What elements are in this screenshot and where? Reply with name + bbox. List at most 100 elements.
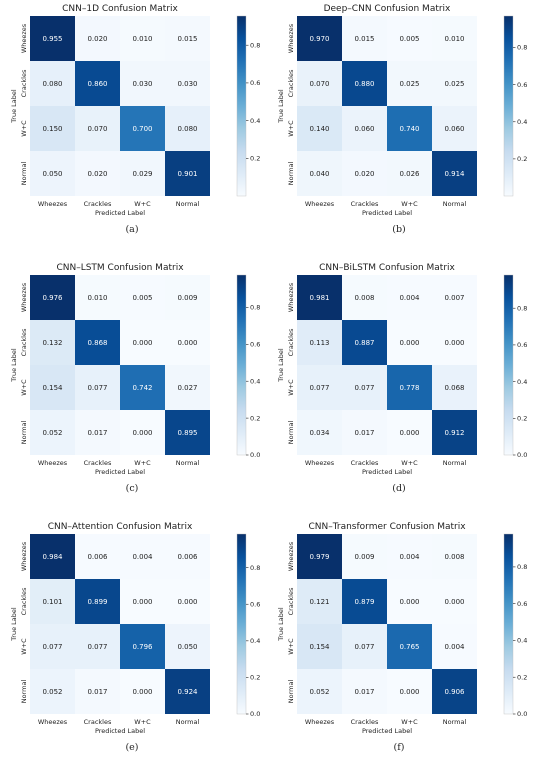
colorbar-tick-label: 0.4 (517, 637, 527, 645)
heatmap-cell (30, 61, 75, 106)
y-axis-label: True Label (277, 607, 285, 642)
heatmap-cell (30, 579, 75, 624)
colorbar-tick-label: 0.2 (517, 155, 527, 163)
cell-value-label: 0.017 (87, 429, 107, 437)
cell-value-label: 0.077 (309, 384, 329, 392)
cell-value-label: 0.017 (87, 688, 107, 696)
heatmap-cell (342, 534, 387, 579)
cell-value-label: 0.778 (399, 384, 419, 392)
colorbar-tick-label: 0.4 (517, 118, 527, 126)
heatmap-cell (120, 151, 165, 196)
x-tick-label: Wheezes (38, 718, 68, 726)
cell-value-label: 0.015 (177, 35, 197, 43)
heatmap-cell (297, 151, 342, 196)
x-tick-label: W+C (401, 459, 418, 467)
heatmap-cell (30, 106, 75, 151)
x-tick-label: Wheezes (305, 200, 335, 208)
heatmap-cell (165, 61, 210, 106)
confusion-matrix-panel: CNN–Attention Confusion Matrix 0.984 0.006… (10, 522, 260, 753)
heatmap-cell (387, 61, 432, 106)
cell-value-label: 0.009 (354, 553, 374, 561)
cell-value-label: 0.025 (399, 80, 419, 88)
cell-value-label: 0.742 (132, 384, 152, 392)
cell-value-label: 0.015 (354, 35, 374, 43)
x-axis-label: Predicted Label (95, 468, 145, 476)
colorbar-tick-label: 0.0 (250, 451, 260, 459)
cell-value-label: 0.924 (177, 688, 198, 696)
cell-value-label: 0.010 (87, 294, 107, 302)
heatmap-cell (387, 275, 432, 320)
heatmap-cell (75, 106, 120, 151)
heatmap-cell (432, 410, 477, 455)
cell-value-label: 0.765 (399, 643, 419, 651)
cell-value-label: 0.050 (177, 643, 197, 651)
panel-caption: (a) (125, 224, 138, 235)
cell-value-label: 0.010 (132, 35, 152, 43)
colorbar-tick-label: 0.2 (250, 155, 260, 163)
cell-value-label: 0.077 (354, 384, 374, 392)
heatmap-cell (165, 365, 210, 410)
y-tick-label: Normal (20, 421, 28, 445)
heatmap-cell (342, 106, 387, 151)
heatmap-cell (432, 365, 477, 410)
y-tick-label: W+C (287, 638, 295, 655)
heatmap-cell (432, 320, 477, 365)
heatmap-cell (297, 624, 342, 669)
y-tick-label: W+C (287, 120, 295, 137)
y-tick-label: Normal (287, 162, 295, 186)
cell-value-label: 0.009 (177, 294, 197, 302)
heatmap-cell (165, 106, 210, 151)
heatmap-cell (120, 410, 165, 455)
heatmap-cell (297, 534, 342, 579)
panel-caption: (e) (125, 742, 138, 753)
heatmap-cell (342, 365, 387, 410)
cell-value-label: 0.000 (132, 688, 152, 696)
y-axis-label: True Label (10, 348, 18, 383)
x-tick-label: Normal (176, 459, 200, 467)
cell-value-label: 0.080 (42, 80, 62, 88)
heatmap-cell (30, 410, 75, 455)
heatmap-cell (342, 16, 387, 61)
colorbar-tick-label: 0.8 (517, 44, 527, 52)
heatmap-cell (387, 669, 432, 714)
y-axis-label: True Label (277, 89, 285, 124)
colorbar (503, 274, 514, 456)
y-axis-label: True Label (10, 89, 18, 124)
x-tick-label: W+C (134, 718, 151, 726)
heatmap-cell (297, 106, 342, 151)
cell-value-label: 0.052 (42, 429, 62, 437)
colorbar-tick-label: 0.8 (517, 563, 527, 571)
cell-value-label: 0.000 (399, 429, 419, 437)
x-tick-label: Wheezes (305, 718, 335, 726)
cell-value-label: 0.000 (177, 598, 197, 606)
heatmap-cell (432, 534, 477, 579)
y-tick-label: Normal (287, 421, 295, 445)
colorbar-tick-label: 0.2 (250, 414, 260, 422)
cell-value-label: 0.030 (132, 80, 152, 88)
cell-value-label: 0.004 (132, 553, 153, 561)
heatmap-cell (387, 365, 432, 410)
heatmap-cell (297, 669, 342, 714)
heatmap-cell (432, 624, 477, 669)
colorbar-tick-label: 0.0 (517, 451, 527, 459)
x-axis-label: Predicted Label (362, 468, 412, 476)
heatmap-cell (75, 151, 120, 196)
x-tick-label: Crackles (84, 200, 112, 208)
heatmap-cell (387, 320, 432, 365)
y-tick-label: Crackles (287, 328, 295, 356)
heatmap-cell (297, 365, 342, 410)
cell-value-label: 0.006 (87, 553, 108, 561)
cell-value-label: 0.008 (354, 294, 374, 302)
confusion-matrix-panel: CNN–BiLSTM Confusion Matrix 0.981 0.008 0.0… (277, 263, 527, 494)
heatmap-cell (165, 624, 210, 669)
chart-title: Deep–CNN Confusion Matrix (324, 4, 451, 14)
cell-value-label: 0.052 (42, 688, 62, 696)
heatmap-cell (75, 365, 120, 410)
heatmap-cell (120, 534, 165, 579)
cell-value-label: 0.860 (87, 80, 107, 88)
heatmap-cell (75, 624, 120, 669)
cell-value-label: 0.154 (42, 384, 63, 392)
cell-value-label: 0.868 (87, 339, 107, 347)
colorbar-tick-label: 0.4 (517, 378, 527, 386)
